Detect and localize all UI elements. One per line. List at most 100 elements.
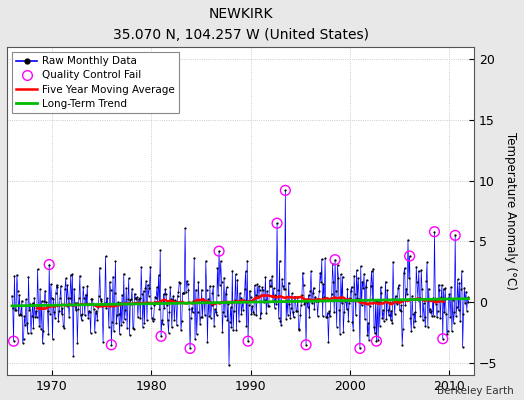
- Point: [18, 340, 27, 346]
- Point: [175, 279, 183, 285]
- Point: [366, 283, 375, 290]
- Point: [130, 290, 139, 297]
- Point: [16, 311, 25, 318]
- Point: [105, 279, 114, 285]
- Point: [313, 313, 322, 319]
- Point: [261, 274, 270, 280]
- Point: [243, 258, 252, 264]
- Point: [41, 288, 49, 294]
- Point: [55, 308, 63, 314]
- Point: [239, 297, 248, 303]
- Point: [341, 297, 349, 304]
- Point: [383, 287, 391, 294]
- Point: [173, 293, 182, 299]
- Point: [165, 330, 173, 336]
- Point: [329, 261, 337, 268]
- Point: [80, 295, 88, 301]
- Point: [202, 287, 211, 294]
- Point: [406, 315, 414, 322]
- Point: [123, 325, 132, 331]
- Point: [27, 330, 35, 336]
- Point: [57, 283, 65, 289]
- Point: [372, 338, 380, 344]
- Point: [336, 271, 345, 278]
- Point: [49, 296, 58, 302]
- Point: [72, 300, 81, 306]
- Point: [384, 307, 392, 314]
- Point: [61, 286, 69, 292]
- Point: [286, 314, 294, 321]
- Point: [226, 304, 235, 310]
- Point: [386, 317, 395, 323]
- Point: [226, 319, 234, 326]
- Point: [342, 296, 350, 303]
- Point: [389, 258, 397, 265]
- Point: [161, 286, 169, 293]
- Point: [232, 327, 241, 334]
- Point: [78, 317, 86, 324]
- Point: [380, 318, 388, 324]
- Point: [24, 330, 32, 336]
- Point: [426, 306, 434, 312]
- Point: [276, 318, 285, 324]
- Point: [353, 295, 362, 302]
- Point: [416, 313, 424, 320]
- Point: [198, 314, 206, 320]
- Point: [22, 296, 30, 302]
- Point: [143, 316, 151, 323]
- Point: [413, 279, 421, 286]
- Point: [222, 284, 231, 290]
- Point: [379, 307, 387, 313]
- Point: [256, 286, 264, 293]
- Point: [126, 297, 135, 304]
- Point: [132, 296, 140, 302]
- Point: [131, 295, 139, 301]
- Point: [298, 292, 306, 298]
- Point: [353, 267, 361, 274]
- Point: [257, 310, 266, 316]
- Point: [186, 345, 194, 352]
- Point: [309, 284, 318, 291]
- Point: [158, 317, 166, 323]
- Point: [151, 294, 159, 300]
- Point: [14, 287, 22, 294]
- Point: [217, 279, 226, 286]
- Point: [247, 311, 256, 317]
- Point: [302, 342, 310, 348]
- Point: [357, 302, 366, 308]
- Point: [128, 286, 136, 292]
- Point: [343, 285, 352, 292]
- Point: [185, 306, 193, 312]
- Point: [101, 300, 109, 306]
- Point: [362, 284, 370, 290]
- Point: [24, 274, 32, 280]
- Point: [62, 303, 71, 309]
- Point: [192, 286, 200, 293]
- Point: [167, 296, 175, 302]
- Point: [189, 298, 198, 304]
- Point: [345, 300, 353, 307]
- Point: [331, 256, 339, 263]
- Point: [385, 312, 393, 319]
- Point: [149, 318, 157, 324]
- Point: [319, 313, 327, 319]
- Point: [52, 290, 60, 296]
- Point: [224, 300, 232, 307]
- Point: [8, 305, 17, 312]
- Point: [81, 312, 89, 318]
- Point: [285, 301, 293, 308]
- Point: [446, 314, 454, 320]
- Point: [372, 298, 380, 304]
- Point: [92, 308, 101, 314]
- Point: [195, 298, 203, 305]
- Point: [452, 313, 460, 319]
- Point: [29, 324, 38, 331]
- Point: [307, 268, 315, 274]
- Point: [264, 302, 272, 309]
- Point: [44, 331, 52, 337]
- Point: [250, 282, 259, 289]
- Point: [182, 289, 190, 295]
- Point: [283, 297, 291, 303]
- Point: [141, 285, 149, 292]
- Point: [233, 276, 242, 283]
